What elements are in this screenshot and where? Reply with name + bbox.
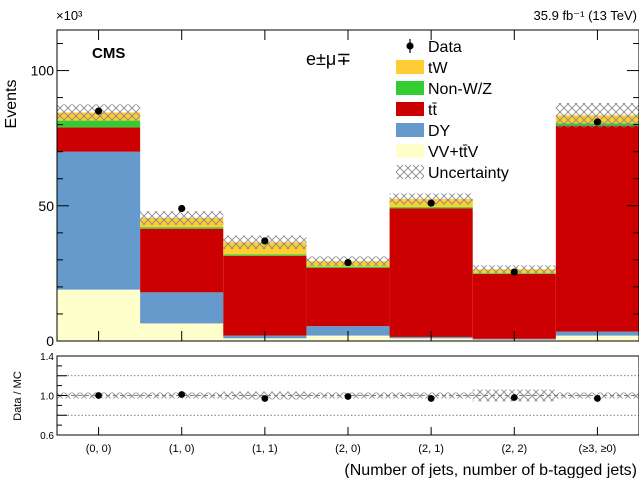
- legend-swatch-vvttv: [396, 144, 424, 158]
- legend-label: DY: [428, 123, 451, 140]
- bar-tt-2: [223, 255, 307, 336]
- data-point-0: [94, 107, 103, 115]
- bar-nonwz-0: [57, 120, 141, 128]
- legend-swatch-tw: [396, 60, 424, 74]
- ratio-y-tick-label: 0.6: [40, 431, 54, 442]
- data-point-1: [178, 204, 186, 213]
- x-tick-label: (≥3, ≥0): [579, 443, 617, 455]
- data-point-6: [593, 118, 602, 126]
- cms-label: CMS: [92, 45, 125, 62]
- ratio-point-5: [510, 394, 518, 401]
- bar-tt-5: [472, 273, 556, 339]
- bar-nonwz-3: [306, 266, 390, 268]
- main-panel: 0 50 100: [31, 29, 639, 349]
- bar-nonwz-4: [389, 207, 473, 209]
- data-point-3: [344, 258, 352, 267]
- y-tick-label: 100: [31, 63, 55, 79]
- bar-dy-0: [57, 151, 141, 290]
- legend-swatch-dy: [396, 123, 424, 137]
- x-tick-label: (2, 1): [418, 443, 444, 455]
- legend-swatch-uncertainty: [396, 165, 424, 179]
- ratio-point-6: [594, 395, 601, 402]
- data-point-4: [427, 199, 435, 207]
- uncertainty-band-4: [389, 193, 473, 205]
- bar-dy-1: [140, 292, 224, 324]
- ratio-panel: 0.6 1.0 1.4 (0, 0) (1, 0) (1, 1) (2, 0) (2, 1)…: [40, 352, 639, 455]
- legend: Data tW Non-W/Z tt̄ DY VV+tt̄V Uncertainty: [396, 39, 509, 182]
- x-tick-label: (0, 0): [86, 443, 112, 455]
- bar-nonwz-2: [223, 254, 307, 256]
- legend-label: Uncertainty: [428, 165, 509, 182]
- legend-swatch-nonwz: [396, 81, 424, 95]
- ratio-point-1: [178, 391, 186, 398]
- legend-label: VV+tt̄V: [428, 144, 479, 161]
- data-point-2: [261, 237, 269, 245]
- bar-tt-3: [306, 267, 390, 327]
- y-axis-title: Events: [3, 80, 20, 129]
- y-multiplier: ×10³: [56, 8, 83, 23]
- bar-tt-0: [57, 127, 141, 152]
- ratio-y-axis-title: Data / MC: [12, 371, 24, 421]
- legend-label: Non-W/Z: [428, 81, 492, 98]
- uncertainty-band-1: [140, 211, 224, 225]
- ratio-point-0: [95, 392, 102, 399]
- data-point-5: [510, 268, 518, 276]
- ratio-point-3: [344, 393, 352, 400]
- x-tick-label: (1, 0): [169, 443, 195, 455]
- bar-nonwz-1: [140, 227, 224, 229]
- bar-tt-4: [389, 208, 473, 337]
- ratio-y-tick-label: 1.4: [40, 352, 54, 363]
- legend-label: tt̄: [428, 102, 437, 119]
- bar-dy-3: [306, 326, 390, 336]
- x-tick-label: (2, 0): [335, 443, 361, 455]
- ratio-point-2: [261, 395, 269, 402]
- x-axis-title: (Number of jets, number of b-tagged jets…: [344, 462, 637, 478]
- legend-label: Data: [428, 39, 462, 56]
- bar-tt-1: [140, 228, 224, 293]
- ratio-point-4: [427, 395, 435, 402]
- y-tick-label: 0: [46, 333, 54, 349]
- x-tick-label: (1, 1): [252, 443, 278, 455]
- legend-label: tW: [428, 60, 448, 77]
- x-tick-label: (2, 2): [501, 443, 527, 455]
- ratio-y-tick-label: 1.0: [40, 392, 54, 403]
- luminosity-label: 35.9 fb⁻¹ (13 TeV): [534, 8, 637, 23]
- channel-label: e±μ∓: [306, 49, 351, 69]
- bar-tt-6: [555, 126, 639, 332]
- legend-swatch-tt: [396, 102, 424, 116]
- y-tick-label: 50: [38, 198, 54, 214]
